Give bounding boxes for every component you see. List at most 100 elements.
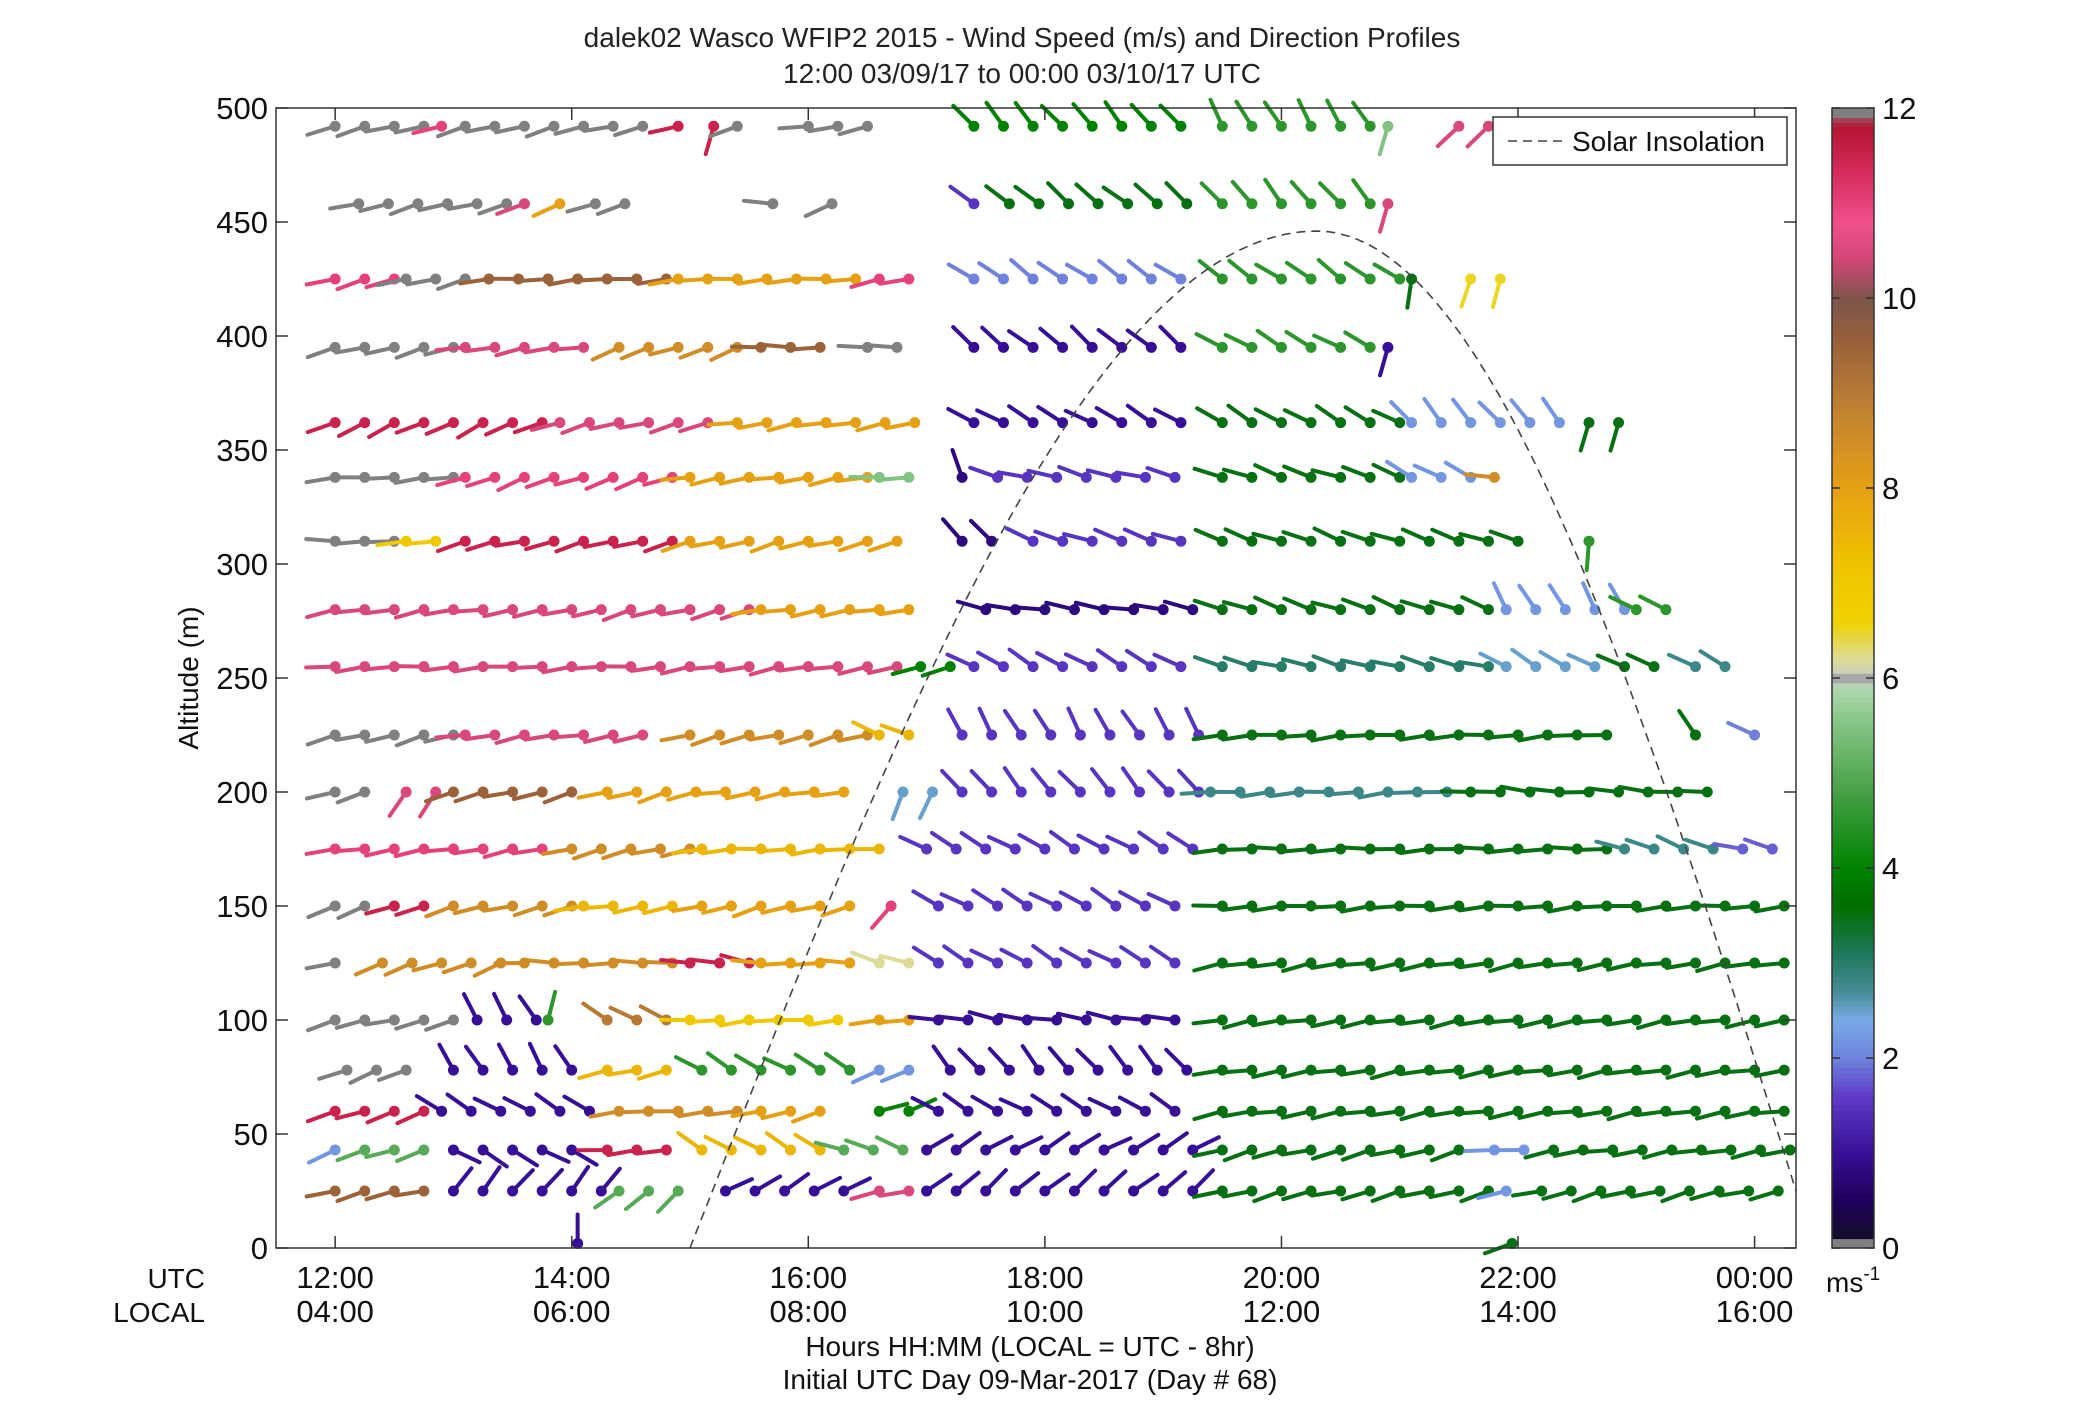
colorbar-cell (1832, 573, 1874, 579)
colorbar-cell (1832, 511, 1874, 518)
wind-barb-dot (359, 417, 371, 429)
colorbar-cell (1832, 540, 1874, 546)
y-tick-label: 300 (216, 547, 268, 582)
wind-barb (1458, 1064, 1494, 1080)
wind-barb (1101, 185, 1134, 210)
wind-barb (335, 273, 371, 292)
wind-barb (1566, 652, 1601, 673)
colorbar-cell (1832, 735, 1874, 741)
wind-barb-dot (1618, 843, 1630, 855)
colorbar-cell (1832, 393, 1874, 399)
wind-barb-dot (708, 120, 720, 132)
wind-barb (1575, 729, 1613, 741)
wind-barb-dot (447, 1185, 459, 1197)
wind-barb (1221, 1014, 1258, 1030)
wind-barb-dot (1169, 471, 1181, 483)
wind-barb-dot (1305, 535, 1317, 547)
wind-barb-dot (1275, 957, 1287, 969)
wind-barb (1742, 837, 1778, 855)
colorbar-cell (1832, 891, 1874, 898)
wind-barb-dot (1098, 1144, 1110, 1156)
wind-barb (304, 786, 341, 801)
wind-barb-dot (1684, 1185, 1696, 1197)
wind-barb-dot (1080, 1105, 1092, 1117)
wind-barb-dot (1530, 661, 1542, 673)
wind-barb-dot (1092, 1064, 1104, 1076)
wind-barb (910, 1096, 944, 1117)
wind-barb-dot (1086, 273, 1098, 285)
colorbar-cell (1832, 687, 1874, 693)
colorbar-cell (1832, 483, 1874, 489)
wind-barb (317, 1064, 353, 1081)
wind-barb (1133, 182, 1163, 210)
wind-barb (1059, 946, 1092, 969)
wind-barb (878, 604, 915, 617)
wind-barb (1583, 535, 1595, 573)
wind-barb (1048, 829, 1080, 855)
wind-barb-dot (1406, 273, 1418, 285)
colorbar-cell (1832, 473, 1874, 480)
wind-barb-dot (897, 1144, 909, 1156)
wind-barb (1516, 1064, 1554, 1076)
wind-barb-dot (1021, 1105, 1033, 1117)
wind-barb-dot (1181, 198, 1193, 210)
wind-barb (1660, 1185, 1696, 1204)
wind-barb-dot (1719, 1105, 1731, 1117)
colorbar-cell (1832, 1205, 1874, 1211)
wind-barb-dot (1216, 471, 1228, 483)
wind-barb (884, 417, 921, 431)
wind-barb-dot (1216, 1105, 1228, 1117)
wind-barb-dot (785, 604, 797, 616)
wind-barb-dot (1246, 417, 1258, 429)
wind-barb (1250, 957, 1287, 969)
wind-barb-dot (329, 900, 341, 912)
colorbar-cell (1832, 720, 1874, 727)
wind-barb-dot (1542, 900, 1554, 912)
wind-barb-dot (1216, 198, 1228, 210)
wind-barb (1372, 262, 1406, 285)
wind-barb-dot (1068, 843, 1080, 855)
wind-barb (1451, 397, 1477, 429)
wind-barb-dot (1335, 1014, 1347, 1026)
colorbar-cell (1832, 758, 1874, 765)
colorbar-cell (1832, 839, 1874, 845)
wind-barb (441, 957, 477, 975)
wind-barb (671, 900, 708, 913)
wind-barb (1571, 1185, 1607, 1204)
wind-barb (482, 604, 519, 619)
colorbar-cell (1832, 331, 1874, 337)
wind-barb-dot (412, 198, 424, 210)
wind-barb-dot (1559, 604, 1571, 616)
colorbar-cell (1832, 298, 1874, 304)
wind-barb (741, 198, 779, 210)
wind-barb (1700, 1144, 1737, 1156)
wind-barb (584, 471, 619, 491)
wind-barb-dot (1305, 341, 1317, 353)
wind-barb-dot (447, 1144, 459, 1156)
wind-barb (1284, 260, 1317, 285)
wind-barb (789, 900, 826, 913)
colorbar-cell (1832, 1176, 1874, 1183)
colorbar-cell (1832, 939, 1874, 945)
wind-barb (659, 604, 696, 617)
wind-barb (1428, 599, 1465, 616)
wind-barb (1280, 729, 1317, 741)
wind-barb (572, 1212, 584, 1249)
wind-barb (1252, 1185, 1287, 1204)
colorbar-cell (1832, 245, 1874, 252)
wind-barb (969, 948, 1004, 969)
wind-barb-dot (832, 729, 844, 741)
wind-barb (1030, 1093, 1063, 1117)
wind-barb-dot (980, 1144, 992, 1156)
wind-barb (566, 1165, 591, 1197)
wind-barb-dot (944, 661, 956, 673)
colorbar-cell (1832, 274, 1874, 280)
wind-barb (1377, 120, 1394, 157)
wind-barb (1002, 708, 1027, 741)
wind-barb (930, 830, 962, 855)
colorbar-cell (1832, 996, 1874, 1002)
wind-barb-dot (1128, 1144, 1140, 1156)
wind-barb-dot (1630, 604, 1642, 616)
wind-barb (1546, 1064, 1583, 1078)
colorbar-cell (1832, 288, 1874, 294)
